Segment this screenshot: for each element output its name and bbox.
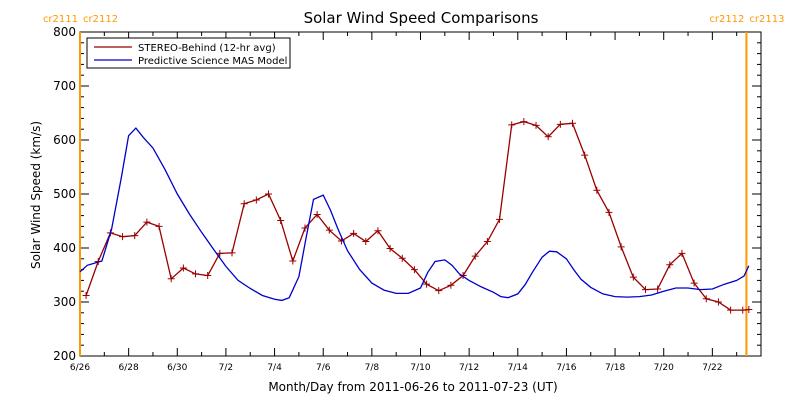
data-point-marker bbox=[362, 238, 370, 246]
chart-title: Solar Wind Speed Comparisons bbox=[304, 9, 539, 27]
data-point-marker bbox=[617, 243, 625, 251]
data-point-marker bbox=[301, 224, 309, 232]
y-axis-label: Solar Wind Speed (km/s) bbox=[29, 121, 43, 269]
legend-box bbox=[86, 37, 291, 69]
data-point-marker bbox=[155, 222, 163, 230]
data-point-marker bbox=[641, 286, 649, 294]
data-point-marker bbox=[398, 254, 406, 262]
data-point-marker bbox=[654, 285, 662, 293]
y-tick-label: 300 bbox=[53, 295, 76, 309]
data-point-marker bbox=[289, 257, 297, 265]
data-point-marker bbox=[739, 306, 747, 314]
x-tick-label: 7/6 bbox=[316, 363, 331, 373]
x-axis-label: Month/Day from 2011-06-26 to 2011-07-23 … bbox=[268, 380, 557, 394]
carrington-label-left: cr2112 bbox=[709, 14, 744, 25]
data-point-marker bbox=[581, 151, 589, 159]
x-tick-label: 7/2 bbox=[219, 363, 233, 373]
y-tick-label: 700 bbox=[53, 79, 76, 93]
x-tick-label: 6/28 bbox=[119, 363, 139, 373]
data-point-marker bbox=[593, 186, 601, 194]
data-point-marker bbox=[714, 298, 722, 306]
data-point-marker bbox=[228, 249, 236, 257]
series-line-1 bbox=[79, 127, 750, 302]
x-tick-label: 7/8 bbox=[365, 363, 380, 373]
data-point-marker bbox=[325, 226, 333, 234]
data-point-marker bbox=[216, 249, 224, 257]
data-point-marker bbox=[386, 245, 394, 253]
data-point-marker bbox=[313, 211, 321, 219]
data-point-marker bbox=[423, 280, 431, 288]
data-point-marker bbox=[532, 121, 540, 129]
x-tick-label: 7/20 bbox=[654, 363, 674, 373]
x-tick-label: 7/4 bbox=[267, 363, 282, 373]
data-point-marker bbox=[192, 270, 200, 278]
data-point-marker bbox=[483, 238, 491, 246]
legend: STEREO-Behind (12-hr avg) Predictive Sci… bbox=[86, 37, 291, 69]
x-tick-label: 6/26 bbox=[70, 363, 90, 373]
x-tick-label: 7/18 bbox=[605, 363, 625, 373]
carrington-markers: cr2111 cr2112 cr2112 cr2113 bbox=[43, 14, 784, 356]
legend-label-model: Predictive Science MAS Model bbox=[138, 56, 287, 67]
series-layer bbox=[79, 118, 753, 314]
data-point-marker bbox=[167, 275, 175, 283]
data-point-marker bbox=[605, 208, 613, 216]
x-tick-label: 7/16 bbox=[556, 363, 576, 373]
data-point-marker bbox=[508, 121, 516, 129]
data-point-marker bbox=[374, 227, 382, 235]
data-point-marker bbox=[410, 266, 418, 274]
x-tick-label: 7/12 bbox=[459, 363, 479, 373]
data-point-marker bbox=[520, 118, 528, 126]
data-point-marker bbox=[678, 249, 686, 257]
data-point-marker bbox=[745, 306, 753, 314]
y-tick-label: 400 bbox=[53, 241, 76, 255]
data-point-marker bbox=[240, 200, 248, 208]
data-point-marker bbox=[569, 119, 577, 127]
y-tick-label: 800 bbox=[53, 25, 76, 39]
data-point-marker bbox=[179, 264, 187, 272]
data-point-marker bbox=[556, 120, 564, 128]
data-point-marker bbox=[82, 292, 90, 300]
x-axis: 6/26 6/28 6/30 7/2 7/4 7/6 7/8 7/10 7/12 7/14 7/16… bbox=[70, 32, 762, 373]
data-point-marker bbox=[471, 252, 479, 260]
data-point-marker bbox=[690, 279, 698, 287]
data-point-marker bbox=[727, 306, 735, 314]
data-point-marker bbox=[447, 281, 455, 289]
legend-label-stereo: STEREO-Behind (12-hr avg) bbox=[138, 43, 276, 54]
carrington-label-left: cr2111 bbox=[43, 14, 78, 25]
data-point-marker bbox=[252, 196, 260, 204]
data-point-marker bbox=[435, 287, 443, 295]
data-point-marker bbox=[629, 273, 637, 281]
y-tick-label: 200 bbox=[53, 349, 76, 363]
data-point-marker bbox=[544, 133, 552, 141]
data-point-marker bbox=[264, 190, 272, 198]
y-tick-label: 600 bbox=[53, 133, 76, 147]
data-point-marker bbox=[277, 216, 285, 224]
data-point-marker bbox=[204, 272, 212, 280]
data-point-marker bbox=[119, 233, 127, 241]
carrington-label-right: cr2112 bbox=[83, 14, 118, 25]
carrington-label-right: cr2113 bbox=[749, 14, 784, 25]
data-point-marker bbox=[666, 261, 674, 269]
y-axis: 200 300 400 500 600 700 800 bbox=[53, 25, 761, 363]
x-tick-label: 7/14 bbox=[508, 363, 528, 373]
data-point-marker bbox=[131, 232, 139, 240]
x-tick-label: 7/22 bbox=[702, 363, 722, 373]
series-line-0 bbox=[85, 120, 749, 311]
x-tick-label: 6/30 bbox=[167, 363, 187, 373]
y-tick-label: 500 bbox=[53, 187, 76, 201]
data-point-marker bbox=[496, 215, 504, 223]
x-tick-label: 7/10 bbox=[410, 363, 430, 373]
data-point-marker bbox=[702, 295, 710, 303]
data-point-marker bbox=[350, 229, 358, 237]
plot-frame bbox=[79, 31, 762, 357]
data-point-marker bbox=[143, 218, 151, 226]
